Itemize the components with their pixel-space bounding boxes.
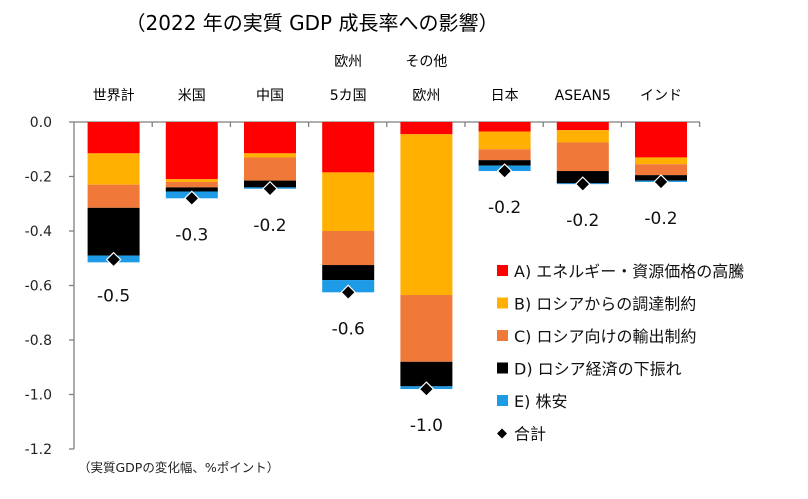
- total-data-label: -1.0: [410, 416, 443, 436]
- legend-label: A) エネルギー・資源価格の高騰: [514, 262, 744, 281]
- category-label: 世界計: [93, 88, 135, 104]
- bar-segment-a: [87, 122, 140, 154]
- legend-swatch: [497, 362, 508, 374]
- bar-segment-a: [322, 122, 375, 173]
- category-label: ASEAN5: [555, 88, 611, 104]
- y-axis: 0.0 -0.2 -0.4 -0.6 -0.8 -1.0 -1.2: [25, 115, 701, 458]
- legend-label: D) ロシア経済の下振れ: [514, 360, 682, 379]
- total-marker: [653, 174, 669, 190]
- bar-segment-d: [165, 187, 218, 192]
- legend-total-marker: [497, 428, 507, 439]
- bar-segment-b: [165, 179, 218, 182]
- legend-swatch: [497, 297, 508, 309]
- total-data-label: -0.5: [97, 287, 130, 307]
- total-marker: [340, 284, 357, 301]
- legend-label: 合計: [514, 425, 546, 444]
- total-data-label: -0.2: [253, 216, 286, 236]
- legend: A) エネルギー・資源価格の高騰 B) ロシアからの調達制約 C) ロシア向けの輸出…: [497, 262, 744, 444]
- bar-segment-c: [635, 164, 687, 176]
- total-marker: [418, 381, 435, 397]
- total-data-label: -0.2: [488, 198, 521, 218]
- bar-segment-a: [635, 122, 687, 158]
- total-marker: [574, 176, 591, 192]
- bar-segment-b: [322, 172, 375, 231]
- bar-segment-a: [478, 122, 531, 132]
- bar-segment-d: [322, 265, 375, 281]
- bar-segment-b: [478, 131, 531, 150]
- bar-segment-b: [244, 153, 296, 158]
- category-label: 欧州: [412, 88, 440, 104]
- bar-segment-a: [244, 122, 296, 154]
- bar-segment-c: [87, 184, 140, 208]
- bar-segment-c: [478, 149, 531, 161]
- total-data-label: -0.2: [644, 209, 677, 229]
- bar-segment-b: [635, 157, 687, 165]
- y-axis-unit-note: （実質GDPの変化幅、%ポイント）: [78, 460, 279, 475]
- category-label: 5カ国: [330, 88, 367, 104]
- category-label: 中国: [256, 88, 284, 104]
- bar-segment-a: [556, 122, 609, 131]
- chart-title: （2022 年の実質 GDP 成長率への影響）: [126, 11, 499, 35]
- bar-segment-a: [400, 122, 453, 135]
- total-markers: -0.5 -0.3 -0.2 -0.6 -1.0 -0.2 -0.2 -0.2: [97, 163, 678, 436]
- y-tick-label: -0.8: [25, 333, 52, 349]
- total-marker: [496, 163, 513, 179]
- bar-segment-b: [400, 134, 453, 296]
- bar-segment-b: [556, 130, 609, 143]
- bars: [87, 122, 687, 390]
- bar-segment-a: [165, 122, 218, 180]
- legend-label: E) 株安: [514, 392, 567, 411]
- category-label-line1: その他: [405, 54, 447, 70]
- bar-segment-b: [87, 153, 140, 185]
- bar-segment-d: [87, 207, 140, 256]
- bar-segment-d: [478, 160, 531, 166]
- total-marker: [262, 180, 278, 197]
- category-label-line1: 欧州: [334, 54, 362, 70]
- total-data-label: -0.3: [175, 225, 208, 245]
- y-tick-label: -0.4: [25, 224, 52, 240]
- total-marker: [183, 190, 200, 207]
- total-data-label: -0.6: [332, 319, 365, 339]
- category-label: 米国: [178, 88, 206, 104]
- legend-swatch: [497, 395, 508, 406]
- y-tick-label: -0.6: [25, 279, 52, 295]
- bar-segment-c: [165, 181, 218, 188]
- y-tick-label: -1.0: [25, 388, 52, 404]
- bar-segment-c: [244, 157, 296, 181]
- y-tick-label: -0.2: [25, 170, 52, 186]
- bar-segment-c: [322, 231, 375, 266]
- total-marker: [105, 251, 122, 268]
- total-data-label: -0.2: [566, 211, 599, 231]
- bar-segment-c: [400, 295, 453, 362]
- category-label: インド: [640, 88, 682, 104]
- y-tick-label: 0.0: [30, 115, 52, 131]
- legend-label: B) ロシアからの調達制約: [514, 295, 696, 314]
- y-tick-label: -1.2: [25, 442, 52, 458]
- bar-segment-c: [556, 142, 609, 172]
- legend-label: C) ロシア向けの輸出制約: [514, 327, 697, 346]
- legend-swatch: [497, 330, 508, 341]
- legend-swatch: [497, 265, 508, 276]
- category-label: 日本: [491, 88, 519, 104]
